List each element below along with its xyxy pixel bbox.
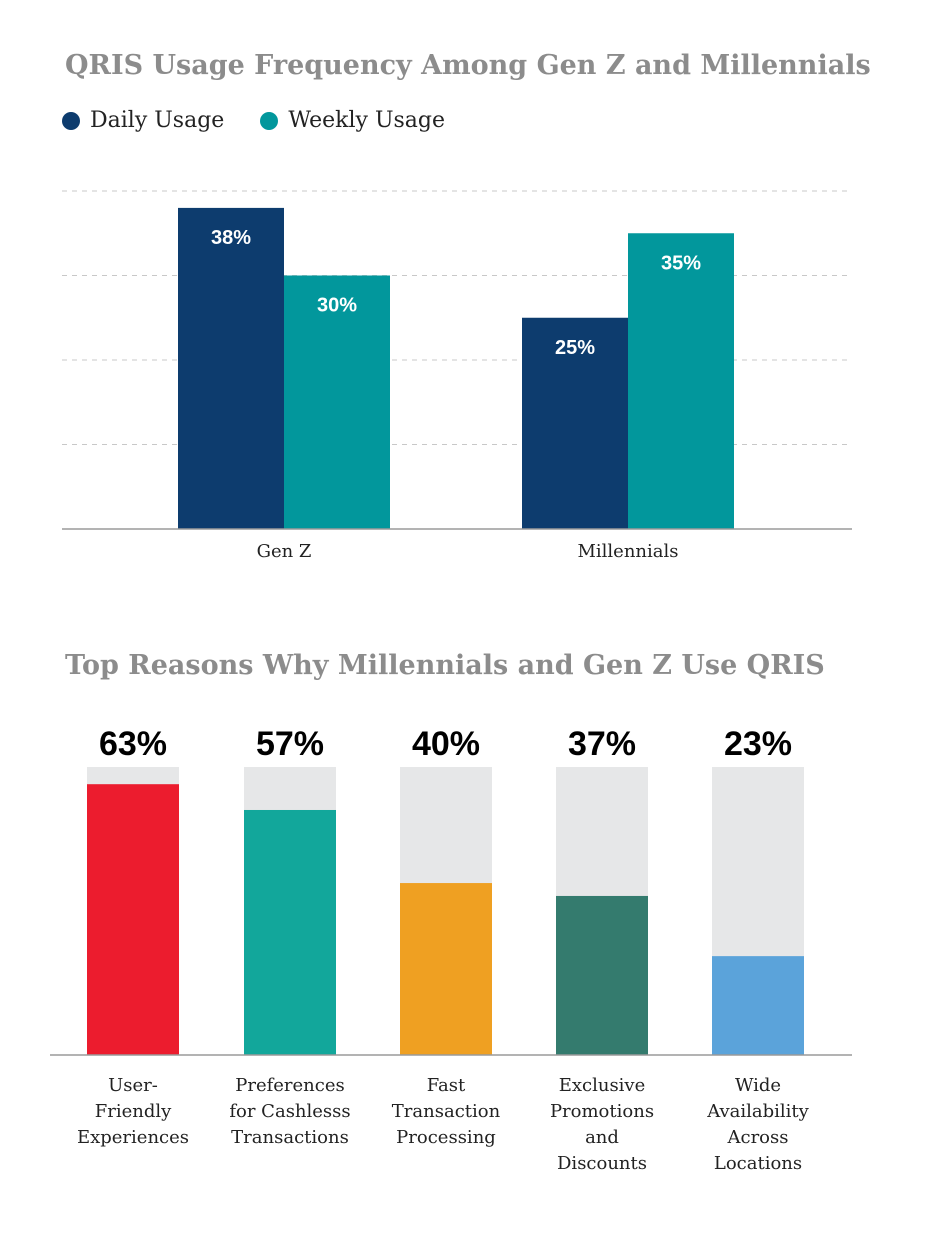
usage-chart-title: QRIS Usage Frequency Among Gen Z and Mil…: [65, 50, 871, 81]
reason-category-label: Exclusive Promotions and Discounts: [550, 1075, 654, 1174]
reason-category-label: Fast Transaction Processing: [392, 1075, 501, 1148]
reason-value-label: 63%: [99, 725, 167, 763]
legend-label-daily: Daily Usage: [90, 108, 225, 133]
bar-track: [556, 767, 648, 1055]
reasons-chart-title: Top Reasons Why Millennials and Gen Z Us…: [65, 650, 825, 681]
bar-0-0: [178, 207, 284, 529]
bar-1-0: [522, 317, 628, 529]
bar-value-label: 30%: [317, 295, 357, 317]
reason-bar-2: [400, 883, 492, 1055]
bar-track: [244, 767, 336, 1055]
category-label: Millennials: [577, 541, 678, 562]
bar-value-label: 35%: [661, 252, 701, 274]
legend-swatch-daily: [62, 111, 80, 130]
usage-bar-chart: 38% 30% Gen Z 25% 35% Millennials: [62, 190, 852, 562]
reason-bar-1: [244, 809, 336, 1055]
usage-chart-legend: Daily Usage Weekly Usage: [62, 108, 445, 133]
reason-category-label: Preferences for Cashlesss Transactions: [229, 1075, 350, 1148]
reason-category-label: Wide Availability Across Locations: [706, 1075, 809, 1174]
legend-item-weekly: Weekly Usage: [260, 108, 445, 133]
reason-value-label: 57%: [256, 725, 324, 763]
reason-category-label: User-Friendly Experiences: [77, 1075, 189, 1148]
reason-value-label: 37%: [568, 725, 636, 763]
bar-track: [712, 767, 804, 1055]
reason-value-label: 23%: [724, 725, 792, 763]
reason-bar-3: [556, 895, 648, 1055]
bar-0-1: [284, 275, 390, 529]
bar-1-1: [628, 233, 734, 529]
legend-item-daily: Daily Usage: [62, 108, 224, 133]
category-label: Gen Z: [257, 541, 312, 562]
reason-bar-4: [712, 956, 804, 1055]
reason-bar-0: [87, 784, 179, 1055]
legend-label-weekly: Weekly Usage: [288, 108, 446, 133]
bar-value-label: 25%: [555, 337, 595, 359]
legend-swatch-weekly: [260, 111, 279, 130]
bar-value-label: 38%: [211, 227, 251, 249]
bar-track: [400, 767, 492, 1055]
reason-value-label: 40%: [412, 725, 480, 763]
bar-track: [87, 767, 179, 1055]
